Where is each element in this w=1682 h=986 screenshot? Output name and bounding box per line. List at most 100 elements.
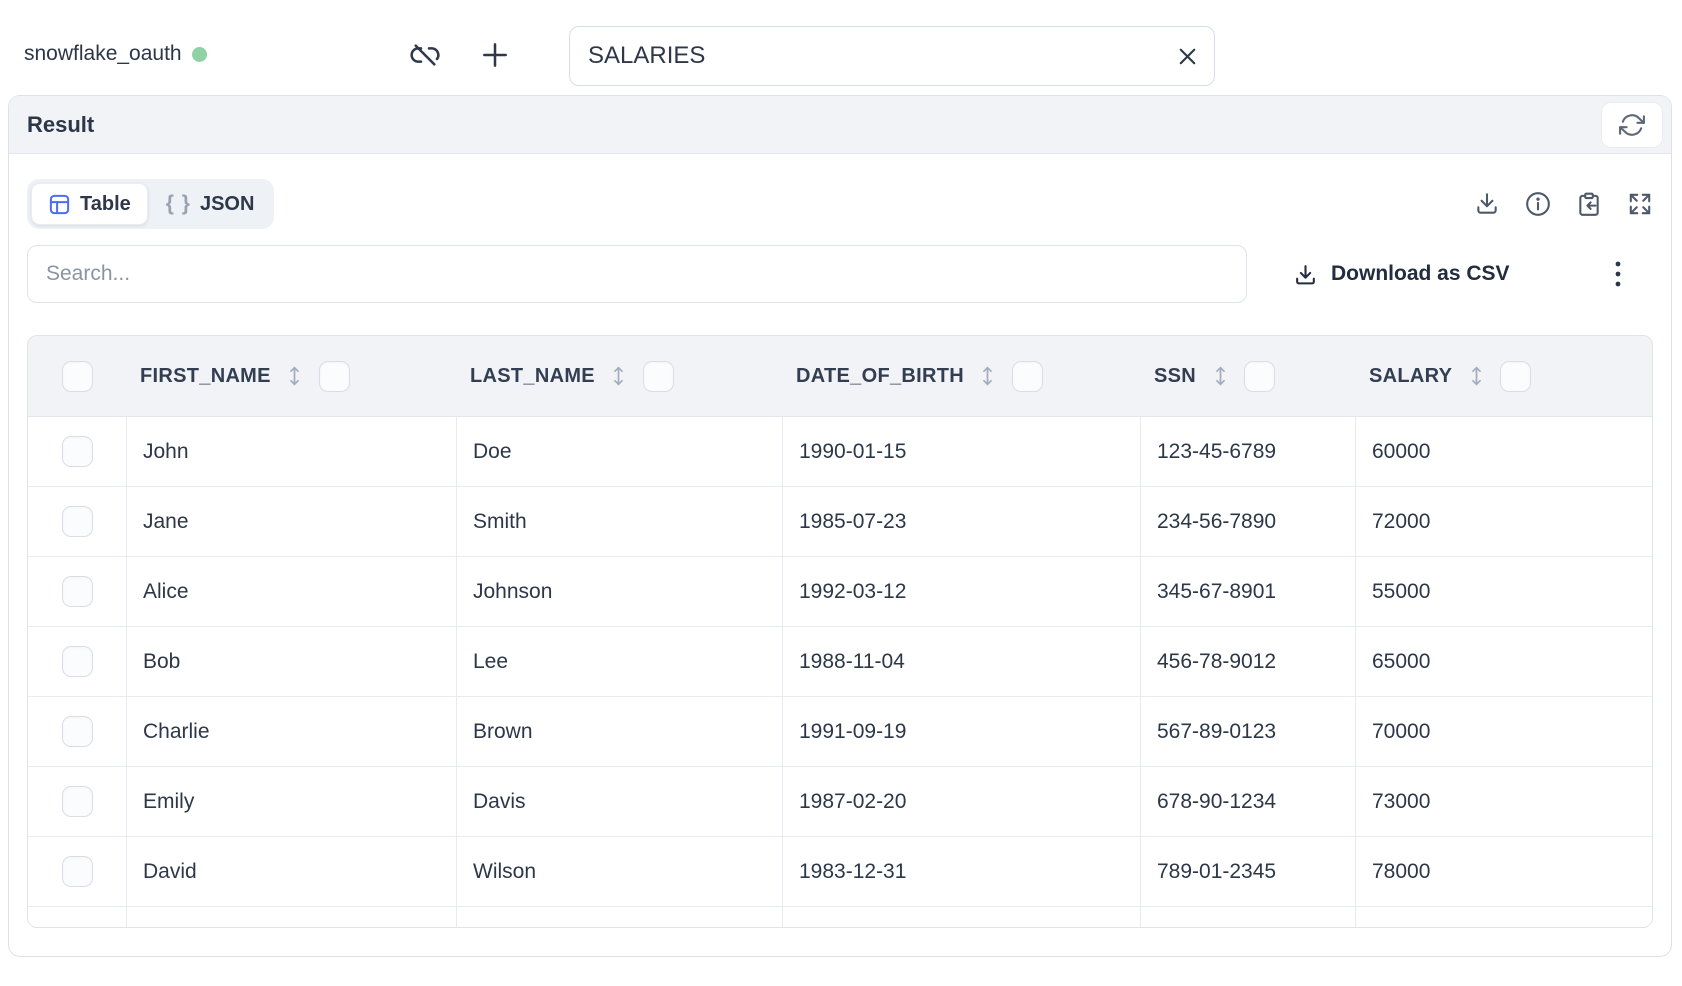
cell-date_of_birth: 1983-12-31: [782, 837, 1140, 906]
cell-salary: 60000: [1355, 417, 1652, 486]
cell-first_name: Emily: [126, 767, 456, 836]
refresh-button[interactable]: [1601, 101, 1663, 148]
cell-date_of_birth: 1985-07-23: [782, 487, 1140, 556]
column-select-checkbox-last_name[interactable]: [642, 360, 674, 392]
sort-button-last_name[interactable]: [608, 364, 630, 388]
sort-arrows-icon: [1210, 364, 1231, 388]
table-row: Emily Davis 1987-02-20 678-90-1234 73000: [28, 767, 1652, 837]
cell-date_of_birth: 1990-01-15: [782, 417, 1140, 486]
more-options-button[interactable]: [1605, 259, 1631, 289]
cell-empty: [1355, 907, 1652, 927]
cell-salary: 72000: [1355, 487, 1652, 556]
result-panel-header: Result: [9, 96, 1671, 154]
download-icon: [1474, 191, 1500, 217]
column-header-first_name: FIRST_NAME: [126, 360, 456, 392]
cell-salary: 78000: [1355, 837, 1652, 906]
row-checkbox[interactable]: [61, 716, 93, 747]
column-label: SALARY: [1369, 364, 1453, 387]
row-checkbox[interactable]: [61, 646, 93, 677]
disconnect-button[interactable]: [408, 38, 442, 72]
cell-last_name: Brown: [456, 697, 782, 766]
cell-ssn: 234-56-7890: [1140, 487, 1355, 556]
result-title: Result: [27, 111, 95, 137]
cell-last_name: Johnson: [456, 557, 782, 626]
sort-arrows-icon: [977, 364, 998, 388]
column-header-ssn: SSN: [1140, 360, 1355, 392]
sort-arrows-icon: [284, 364, 305, 388]
row-select-cell: [28, 627, 126, 696]
sort-arrows-icon: [608, 364, 629, 388]
result-table: FIRST_NAME LAST_NAME DATE_OF_BIRTH SSN SALAR…: [27, 335, 1653, 928]
column-label: SSN: [1154, 364, 1197, 387]
row-checkbox[interactable]: [61, 506, 93, 537]
cell-empty: [456, 907, 782, 927]
row-select-cell: [28, 557, 126, 626]
column-label: DATE_OF_BIRTH: [796, 364, 964, 387]
column-select-checkbox-salary[interactable]: [1500, 360, 1532, 392]
row-checkbox[interactable]: [61, 576, 93, 607]
cell-ssn: 456-78-9012: [1140, 627, 1355, 696]
table-row: Jane Smith 1985-07-23 234-56-7890 72000: [28, 487, 1652, 557]
sort-button-ssn[interactable]: [1209, 364, 1231, 388]
table-header-row: FIRST_NAME LAST_NAME DATE_OF_BIRTH SSN SALAR…: [28, 336, 1652, 417]
cell-first_name: Charlie: [126, 697, 456, 766]
row-checkbox[interactable]: [61, 436, 93, 467]
connection-selector[interactable]: snowflake_oauth: [24, 42, 207, 66]
info-button[interactable]: [1524, 191, 1551, 218]
table-grid-icon: [48, 193, 71, 216]
cell-first_name: Bob: [126, 627, 456, 696]
table-name-input[interactable]: [569, 26, 1215, 86]
paste-button[interactable]: [1575, 191, 1602, 218]
cell-salary: 73000: [1355, 767, 1652, 836]
sort-button-date_of_birth[interactable]: [977, 364, 999, 388]
cell-first_name: John: [126, 417, 456, 486]
curly-braces-icon: { }: [165, 192, 191, 215]
column-select-checkbox-ssn[interactable]: [1244, 360, 1276, 392]
cell-last_name: Davis: [456, 767, 782, 836]
clear-button[interactable]: [1174, 43, 1201, 70]
tab-table-label: Table: [80, 192, 131, 215]
row-select-cell: [28, 697, 126, 766]
sort-button-salary[interactable]: [1465, 364, 1487, 388]
download-csv-button[interactable]: Download as CSV: [1293, 262, 1510, 287]
cell-empty: [1140, 907, 1355, 927]
sort-button-first_name[interactable]: [284, 364, 306, 388]
cell-salary: 65000: [1355, 627, 1652, 696]
cell-first_name: Alice: [126, 557, 456, 626]
table-row: Charlie Brown 1991-09-19 567-89-0123 70000: [28, 697, 1652, 767]
column-header-salary: SALARY: [1355, 360, 1652, 392]
tab-table[interactable]: Table: [31, 183, 148, 225]
cell-last_name: Lee: [456, 627, 782, 696]
add-button[interactable]: [478, 38, 512, 72]
download-result-button[interactable]: [1473, 191, 1500, 218]
plus-icon: [479, 39, 511, 71]
cell-last_name: Wilson: [456, 837, 782, 906]
select-all-cell: [28, 360, 126, 392]
column-label: LAST_NAME: [470, 364, 595, 387]
result-toolbar: [1473, 191, 1653, 218]
expand-button[interactable]: [1626, 191, 1653, 218]
row-checkbox[interactable]: [61, 856, 93, 887]
clipboard-arrow-icon: [1576, 191, 1602, 217]
column-select-checkbox-date_of_birth[interactable]: [1011, 360, 1043, 392]
search-input[interactable]: [27, 245, 1247, 303]
cell-salary: 70000: [1355, 697, 1652, 766]
table-row-partial: [28, 907, 1652, 927]
column-header-date_of_birth: DATE_OF_BIRTH: [782, 360, 1140, 392]
cell-empty: [126, 907, 456, 927]
cell-salary: 55000: [1355, 557, 1652, 626]
refresh-icon: [1619, 112, 1645, 138]
cell-empty: [28, 907, 126, 927]
table-row: Bob Lee 1988-11-04 456-78-9012 65000: [28, 627, 1652, 697]
select-all-checkbox[interactable]: [61, 360, 93, 392]
column-select-checkbox-first_name[interactable]: [318, 360, 350, 392]
cell-date_of_birth: 1991-09-19: [782, 697, 1140, 766]
cell-date_of_birth: 1988-11-04: [782, 627, 1140, 696]
cell-ssn: 678-90-1234: [1140, 767, 1355, 836]
row-checkbox[interactable]: [61, 786, 93, 817]
cell-last_name: Smith: [456, 487, 782, 556]
connection-status-dot: [191, 46, 207, 62]
x-icon: [1174, 43, 1201, 70]
tab-json[interactable]: { } JSON: [150, 183, 271, 225]
row-select-cell: [28, 487, 126, 556]
